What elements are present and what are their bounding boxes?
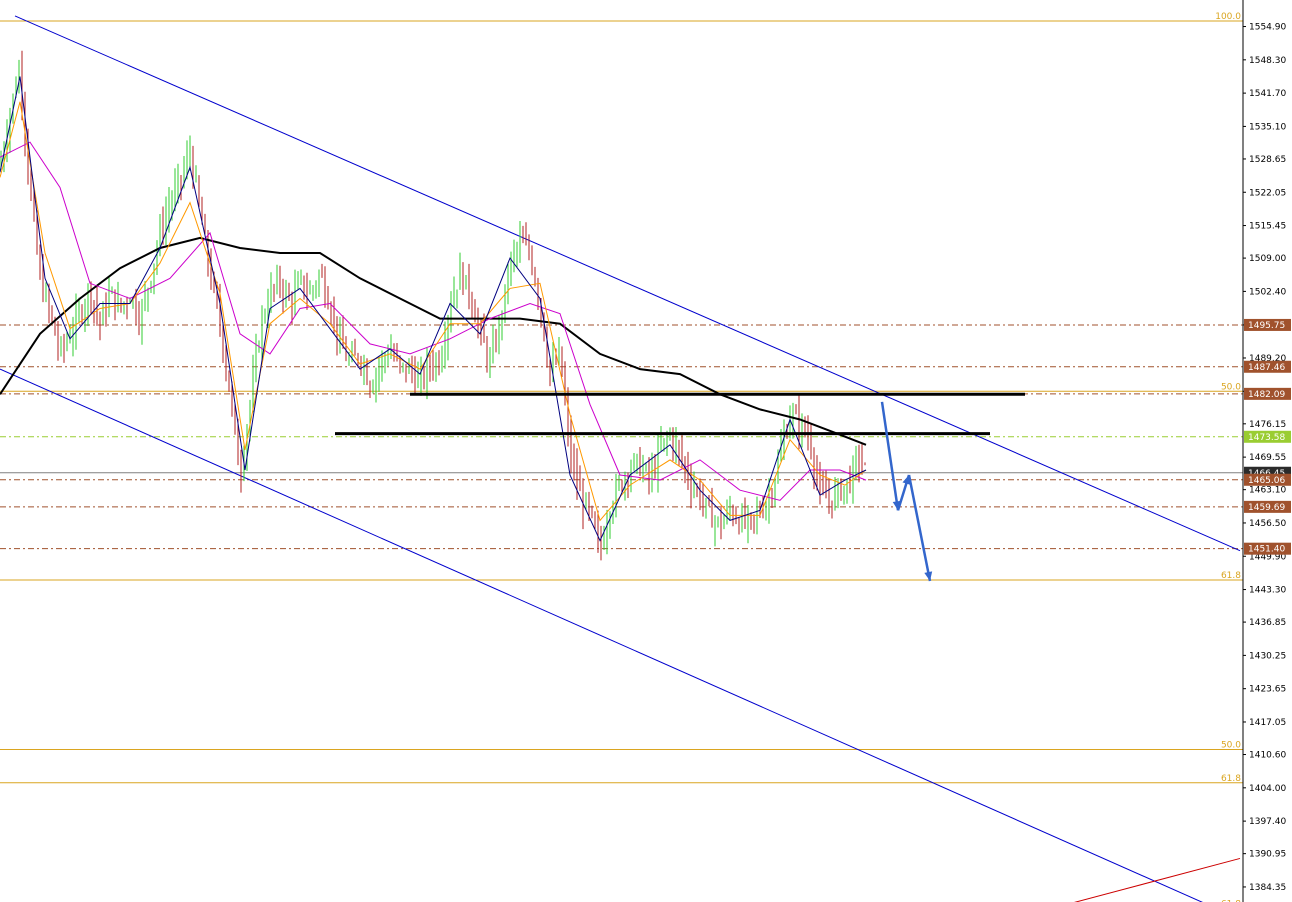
price-tag-box xyxy=(1244,430,1291,443)
axis-tick-label: 1449.90 xyxy=(1249,552,1286,562)
projection-arrow-segment xyxy=(907,474,932,582)
channel-line xyxy=(14,15,1241,552)
price-tag-label: 1487.46 xyxy=(1248,363,1285,373)
projection-arrow-head xyxy=(924,571,933,581)
fibonacci-levels: 100.0 50.0 61.8 50.0 61.8 61.8 xyxy=(0,12,1243,902)
axis-tick-label: 1384.35 xyxy=(1249,883,1286,893)
price-tag-box xyxy=(1244,318,1291,331)
axis-tick-label: 1423.65 xyxy=(1249,685,1286,695)
trend-channel xyxy=(0,15,1241,902)
price-tag-label: 1466.45 xyxy=(1248,469,1285,479)
price-axis: 1554.90 1548.30 1541.70 1535.10 1528.65 1522.… xyxy=(1242,0,1292,902)
price-tag-label: 1459.69 xyxy=(1248,503,1285,513)
price-tag-label: 1495.75 xyxy=(1248,321,1285,331)
axis-tick-label: 1417.05 xyxy=(1249,718,1286,728)
axis-tick-label: 1502.40 xyxy=(1249,287,1286,297)
price-tag-label: 1482.09 xyxy=(1248,390,1285,400)
price-tag-box xyxy=(1244,542,1291,555)
axis-tick-label: 1476.15 xyxy=(1249,420,1286,430)
price-bars xyxy=(0,50,866,561)
red-trendline xyxy=(1074,857,1241,902)
axis-tick-label: 1390.95 xyxy=(1249,850,1286,860)
fib-level-label: 50.0 xyxy=(1221,740,1241,750)
axis-tick-label: 1528.65 xyxy=(1249,155,1286,165)
channel-line xyxy=(0,368,1203,902)
ma-long-line xyxy=(0,236,867,446)
axis-tick-label: 1489.20 xyxy=(1249,354,1286,364)
price-tag-box xyxy=(1244,473,1291,486)
price-tag-box xyxy=(1244,387,1291,400)
fib-level-label: 61.8 xyxy=(1221,899,1241,902)
horizontal-levels xyxy=(335,392,1025,436)
axis-tick-label: 1515.45 xyxy=(1249,222,1286,232)
axis-tick-label: 1554.90 xyxy=(1249,23,1286,33)
price-tag-label: 1473.58 xyxy=(1248,433,1285,443)
axis-tick-label: 1443.30 xyxy=(1249,586,1286,596)
projection-arrow-segment xyxy=(880,401,900,511)
axis-tick-label: 1469.55 xyxy=(1249,453,1286,463)
price-tag-box xyxy=(1244,360,1291,373)
axis-tick-label: 1456.50 xyxy=(1249,519,1286,529)
axis-tick-label: 1410.60 xyxy=(1249,751,1286,761)
axis-tick-label: 1509.00 xyxy=(1249,254,1286,264)
fib-level-label: 50.0 xyxy=(1221,382,1241,392)
price-tag-label: 1465.06 xyxy=(1248,476,1285,486)
moving-averages xyxy=(0,76,867,542)
axis-tick-label: 1404.00 xyxy=(1249,784,1286,794)
axis-tick-label: 1397.40 xyxy=(1249,817,1286,827)
axis-tick-label: 1548.30 xyxy=(1249,56,1286,66)
fib-level-label: 61.8 xyxy=(1221,774,1241,784)
axis-tick-label: 1463.10 xyxy=(1249,486,1286,496)
price-tag-label: 1451.40 xyxy=(1248,545,1285,555)
projection-arrows xyxy=(880,401,933,582)
fib-level-label: 61.8 xyxy=(1221,571,1241,581)
axis-panel xyxy=(1243,0,1292,902)
axis-tick-label: 1522.05 xyxy=(1249,188,1286,198)
axis-tick-label: 1541.70 xyxy=(1249,89,1286,99)
ma-navy-line xyxy=(0,76,867,542)
fib-level-label: 100.0 xyxy=(1215,12,1241,22)
axis-tick-label: 1436.85 xyxy=(1249,618,1286,628)
axis-tick-label: 1535.10 xyxy=(1249,122,1286,132)
price-tag-box xyxy=(1244,500,1291,513)
projection-arrow-head xyxy=(892,500,901,511)
axis-tick-label: 1430.25 xyxy=(1249,651,1286,661)
